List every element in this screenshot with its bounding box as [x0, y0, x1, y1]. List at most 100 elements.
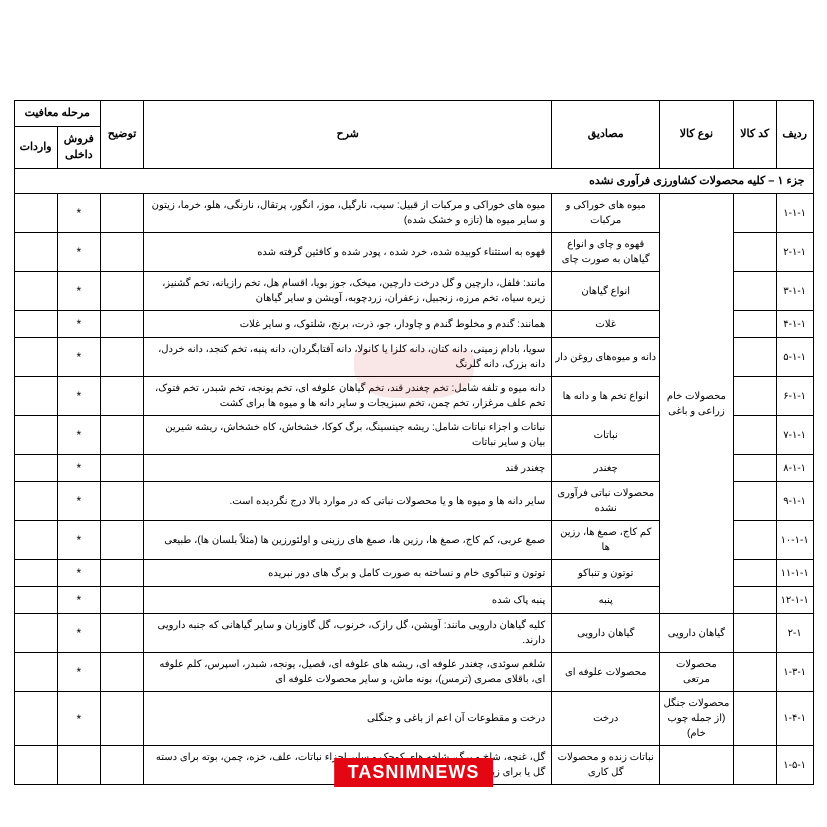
cell-desc: دانه میوه و تلفه شامل: تخم چغندر قند، تخ… [144, 377, 552, 416]
cell-radif: ۱۲-۱-۱ [776, 587, 813, 614]
cell-foroosh: * [57, 272, 100, 311]
cell-foroosh: * [57, 614, 100, 653]
cell-vared [14, 692, 57, 746]
cell-foroosh: * [57, 338, 100, 377]
cell-foroosh: * [57, 233, 100, 272]
cell-tozih [100, 377, 143, 416]
cell-radif: ۲-۱ [776, 614, 813, 653]
cell-type [660, 746, 733, 785]
cell-vared [14, 311, 57, 338]
th-tozih: توضیح [100, 101, 143, 169]
cell-desc: مانند: فلفل، دارچین و گل درخت دارچین، می… [144, 272, 552, 311]
table-body: جزء ۱ – کلیه محصولات کشاورزی فرآوری نشده… [14, 168, 813, 785]
cell-vared [14, 587, 57, 614]
cell-vared [14, 482, 57, 521]
cell-foroosh: * [57, 482, 100, 521]
cell-vared [14, 455, 57, 482]
cell-misdaq: محصولات علوفه ای [552, 653, 660, 692]
cell-tozih [100, 560, 143, 587]
cell-vared [14, 233, 57, 272]
cell-misdaq: میوه های خوراکی و مرکبات [552, 194, 660, 233]
cell-desc: قهوه به استثناء کوبیده شده، خرد شده ، پو… [144, 233, 552, 272]
table-row: ۱-۳-۱محصولات مرتعیمحصولات علوفه ایشلغم س… [14, 653, 813, 692]
cell-tozih [100, 233, 143, 272]
table-head: ردیف کد کالا نوع کالا مصادیق شرح توضیح م… [14, 101, 813, 169]
cell-type: محصولات مرتعی [660, 653, 733, 692]
cell-tozih [100, 614, 143, 653]
cell-misdaq: درخت [552, 692, 660, 746]
th-code: کد کالا [733, 101, 776, 169]
cell-radif: ۹-۱-۱ [776, 482, 813, 521]
exemption-table: ردیف کد کالا نوع کالا مصادیق شرح توضیح م… [14, 100, 814, 785]
cell-desc: نباتات و اجزاء نباتات شامل: ریشه جینسینگ… [144, 416, 552, 455]
cell-foroosh: * [57, 653, 100, 692]
cell-vared [14, 560, 57, 587]
cell-misdaq: دانه و میوه‌های روغن دار [552, 338, 660, 377]
cell-foroosh: * [57, 692, 100, 746]
document-page: tasnim ردیف کد کالا نوع کالا مصادیق [0, 0, 827, 827]
th-radif: ردیف [776, 101, 813, 169]
cell-vared [14, 338, 57, 377]
cell-radif: ۱۰-۱-۱ [776, 521, 813, 560]
cell-radif: ۲-۱-۱ [776, 233, 813, 272]
cell-radif: ۷-۱-۱ [776, 416, 813, 455]
cell-misdaq: چغندر [552, 455, 660, 482]
cell-radif: ۶-۱-۱ [776, 377, 813, 416]
cell-misdaq: غلات [552, 311, 660, 338]
table-container: ردیف کد کالا نوع کالا مصادیق شرح توضیح م… [14, 100, 814, 785]
cell-code [733, 746, 776, 785]
table-row: ۱-۴-۱ محصولات جنگل (از جمله چوب خام)درختد… [14, 692, 813, 746]
cell-misdaq: نباتات [552, 416, 660, 455]
cell-type: محصولات جنگل (از جمله چوب خام) [660, 692, 733, 746]
cell-misdaq: انواع گیاهان [552, 272, 660, 311]
cell-misdaq: پنبه [552, 587, 660, 614]
cell-desc: کلیه گیاهان دارویی مانند: آویشن، گل رازک… [144, 614, 552, 653]
th-vared: واردات [14, 126, 57, 168]
cell-code [733, 560, 776, 587]
cell-tozih [100, 311, 143, 338]
cell-code [733, 377, 776, 416]
cell-misdaq: توتون و تنباکو [552, 560, 660, 587]
cell-type: گیاهان دارویی [660, 614, 733, 653]
cell-tozih [100, 416, 143, 455]
th-desc: شرح [144, 101, 552, 169]
cell-code [733, 614, 776, 653]
cell-code [733, 692, 776, 746]
cell-radif: ۳-۱-۱ [776, 272, 813, 311]
cell-vared [14, 272, 57, 311]
cell-foroosh: * [57, 377, 100, 416]
cell-foroosh: * [57, 521, 100, 560]
cell-code [733, 521, 776, 560]
cell-tozih [100, 587, 143, 614]
cell-foroosh: * [57, 587, 100, 614]
cell-radif: ۱-۴-۱ [776, 692, 813, 746]
cell-code [733, 233, 776, 272]
table-row: ۲-۱گیاهان داروییگیاهان داروییکلیه گیاهان… [14, 614, 813, 653]
cell-desc: توتون و تنباکوی خام و نساخته به صورت کام… [144, 560, 552, 587]
cell-vared [14, 377, 57, 416]
cell-code [733, 194, 776, 233]
cell-misdaq: کم کاج، صمغ ها، رزین ها [552, 521, 660, 560]
cell-misdaq: انواع تخم ها و دانه ها [552, 377, 660, 416]
cell-desc: شلغم سوئدی، چغندر علوفه ای، ریشه های علو… [144, 653, 552, 692]
th-marhale: مرحله معافیت [14, 101, 100, 127]
th-misdaq: مصادیق [552, 101, 660, 169]
cell-foroosh: * [57, 194, 100, 233]
cell-radif: ۵-۱-۱ [776, 338, 813, 377]
cell-misdaq: محصولات نباتی فرآوری نشده [552, 482, 660, 521]
section-title: جزء ۱ – کلیه محصولات کشاورزی فرآوری نشده [14, 168, 813, 194]
cell-desc: درخت و مقطوعات آن اعم از باغی و جنگلی [144, 692, 552, 746]
cell-foroosh: * [57, 311, 100, 338]
cell-code [733, 653, 776, 692]
cell-tozih [100, 482, 143, 521]
cell-desc: سویا، بادام زمینی، دانه کتان، دانه کلزا … [144, 338, 552, 377]
tasnim-logo: TASNIMNEWS [334, 758, 494, 787]
cell-misdaq: نباتات زنده و محصولات گل کاری [552, 746, 660, 785]
table-row: ۱-۱-۱محصولات خام زراعی و باغیمیوه های خو… [14, 194, 813, 233]
cell-tozih [100, 746, 143, 785]
cell-type: محصولات خام زراعی و باغی [660, 194, 733, 614]
cell-code [733, 272, 776, 311]
cell-desc: میوه های خوراکی و مرکبات از قبیل: سیب، ن… [144, 194, 552, 233]
cell-radif: ۱-۱-۱ [776, 194, 813, 233]
cell-misdaq: گیاهان دارویی [552, 614, 660, 653]
